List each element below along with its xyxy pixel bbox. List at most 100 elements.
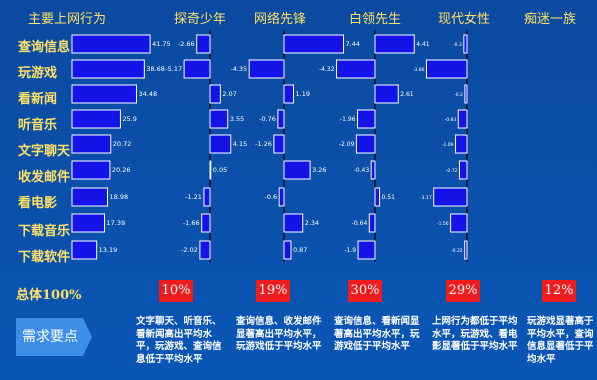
bar-label-3-6: 3.26 — [312, 166, 326, 174]
row-label-email: 收发邮件 — [18, 170, 71, 185]
panel-4: 4.41 -4.32 2.61 -1.96 -2.09 -0.43 0.51 -0.64 -1.… — [319, 30, 430, 262]
bar-2-4 — [209, 109, 229, 129]
bar-4-5 — [355, 134, 376, 154]
bar-label-5-5: -1.09 — [442, 142, 454, 148]
percent-badge-4: 29% — [446, 280, 480, 302]
bar-label-4-9: -1.9 — [344, 247, 356, 254]
bar-5-3 — [464, 84, 468, 104]
bar-1-6 — [71, 160, 111, 180]
panel-1: 41.75 38.68 34.48 25.9 20.72 20.26 18.98 17.39 1… — [71, 34, 171, 260]
bar-label-1-6: 20.26 — [112, 166, 131, 174]
bar-label-3-3: 1.19 — [296, 90, 310, 98]
row-label-query-info: 查询信息 — [18, 40, 71, 55]
bar-label-3-2: -4.35 — [230, 65, 247, 73]
bar-1-8 — [71, 213, 106, 233]
bar-1-5 — [71, 134, 112, 154]
bar-label-5-3: -0.2 — [454, 92, 463, 98]
bar-label-2-5: 4.15 — [233, 140, 247, 148]
bar-label-1-7: 18.98 — [109, 193, 128, 201]
bar-3-6 — [283, 160, 311, 180]
bar-4-3 — [374, 84, 399, 104]
bar-4-8 — [368, 213, 376, 233]
bar-4-4 — [357, 109, 376, 129]
bar-2-7 — [203, 187, 211, 207]
bar-label-3-1: 7.44 — [346, 40, 360, 48]
bar-label-1-2: 38.68 — [146, 65, 165, 73]
header-main-behaviors: 主要上网行为 — [28, 12, 107, 27]
bar-label-4-5: -2.09 — [339, 141, 355, 148]
row-label-music: 听音乐 — [18, 118, 58, 133]
bar-label-2-7: -1.21 — [185, 193, 202, 201]
need-points-button[interactable]: 需求要点 — [16, 318, 92, 356]
bar-label-5-6: -0.72 — [446, 168, 458, 174]
bar-4-7 — [374, 187, 381, 207]
bar-2-9 — [199, 240, 211, 260]
bar-label-4-4: -1.96 — [340, 116, 356, 123]
bar-label-5-8: -1.56 — [437, 221, 449, 227]
bar-3-8 — [283, 213, 304, 233]
bar-label-1-9: 13.19 — [99, 246, 118, 254]
bar-3-7 — [278, 187, 285, 207]
bar-4-1 — [374, 34, 415, 54]
bar-2-5 — [209, 134, 232, 154]
bar-3-2 — [248, 59, 285, 79]
bar-label-5-4: -0.83 — [445, 117, 457, 123]
bar-label-4-8: -0.64 — [352, 220, 368, 227]
bar-label-3-4: -0.76 — [259, 115, 276, 123]
percent-badge-1: 10% — [159, 280, 193, 302]
note-group-3: 查询信息、看新闻显著高出平均水平，玩游戏低于平均水平 — [334, 316, 420, 352]
header-group-4: 现代女性 — [438, 12, 491, 27]
percent-badge-2: 19% — [256, 280, 290, 302]
bar-4-2 — [336, 59, 376, 79]
bar-label-2-9: -2.02 — [181, 246, 198, 254]
bar-label-4-2: -4.32 — [319, 66, 335, 73]
bar-5-9 — [464, 240, 468, 260]
bar-5-7 — [433, 187, 468, 207]
row-label-movies: 看电影 — [18, 196, 58, 211]
row-label-games: 玩游戏 — [18, 66, 58, 81]
bar-5-6 — [458, 160, 468, 180]
row-label-download-software: 下载软件 — [18, 250, 71, 265]
bar-1-4 — [71, 109, 121, 129]
bar-3-3 — [283, 84, 295, 104]
bar-label-1-8: 17.39 — [107, 219, 126, 227]
bar-label-3-7: -0.6 — [265, 193, 278, 201]
bar-3-9 — [283, 240, 292, 260]
bar-label-2-6: 0.05 — [213, 166, 227, 174]
bar-label-5-7: -3.17 — [420, 195, 432, 201]
bar-label-4-3: 2.61 — [400, 91, 414, 98]
bar-1-7 — [71, 187, 108, 207]
bar-1-2 — [71, 59, 145, 79]
bar-label-2-3: 2.07 — [222, 90, 236, 98]
bar-2-1 — [196, 34, 211, 54]
bar-4-9 — [357, 240, 376, 260]
row-label-chat: 文字聊天 — [18, 144, 71, 159]
note-group-5: 玩游戏显著高于平均水平，查询信息显著低于平均水平 — [527, 316, 594, 365]
bar-label-3-8: 2.34 — [305, 219, 319, 227]
bar-label-5-2: -3.86 — [413, 67, 425, 73]
panel-3: 7.44 -4.35 1.19 -0.76 -1.26 3.26 -0.6 2.34 0.87 — [230, 30, 360, 262]
bar-label-1-4: 25.9 — [122, 115, 136, 123]
bar-1-9 — [71, 240, 98, 260]
header-group-2: 网络先锋 — [254, 12, 307, 27]
bar-label-2-2: -5.17 — [165, 65, 182, 73]
total-label: 总体100% — [16, 288, 82, 303]
bar-5-1 — [463, 34, 468, 54]
bar-2-6 — [209, 160, 212, 180]
bar-2-3 — [209, 84, 221, 104]
bar-label-2-8: -1.66 — [183, 219, 200, 227]
note-group-1: 文字聊天、听音乐、看新闻高出平均水平，玩游戏、查询信息低于平均水平 — [136, 316, 222, 365]
bar-label-1-1: 41.75 — [152, 40, 171, 48]
bar-label-3-9: 0.87 — [293, 246, 307, 254]
row-label-news: 看新闻 — [18, 92, 58, 107]
percent-badge-5: 12% — [542, 280, 576, 302]
header-group-3: 白领先生 — [349, 12, 402, 27]
note-group-2: 查询信息、收发邮件显著高出平均水平，玩游戏低于平均水平 — [236, 316, 322, 352]
bar-1-3 — [71, 84, 137, 104]
percent-badge-3: 30% — [348, 280, 382, 302]
bar-5-5 — [455, 134, 468, 154]
bar-4-6 — [370, 160, 376, 180]
bar-label-2-4: 3.55 — [230, 115, 244, 123]
bar-3-5 — [273, 134, 285, 154]
